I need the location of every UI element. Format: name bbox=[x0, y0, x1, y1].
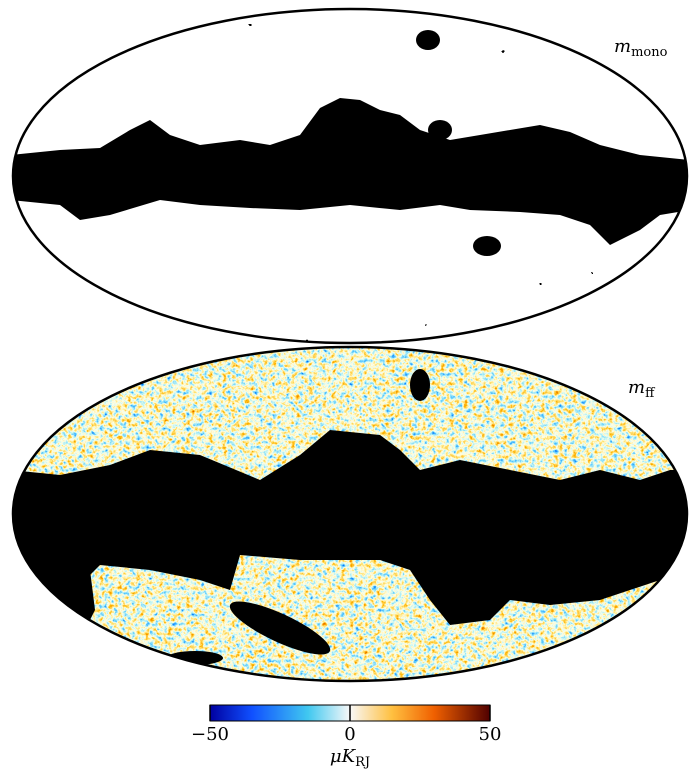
mask bbox=[229, 601, 331, 655]
panel-symbol: m bbox=[614, 36, 631, 57]
tick-label: 0 bbox=[344, 724, 355, 745]
tick-label: 50 bbox=[479, 724, 502, 745]
tick-label: −50 bbox=[191, 724, 229, 745]
colorbar-unit: μK bbox=[330, 746, 357, 767]
mask bbox=[416, 30, 440, 50]
mask bbox=[13, 570, 95, 681]
colorbar-label: μKRJ bbox=[330, 746, 370, 769]
mask bbox=[473, 236, 501, 256]
colorbar-unit-sub: RJ bbox=[355, 755, 370, 769]
map-mono bbox=[13, 9, 687, 343]
mask bbox=[410, 369, 430, 401]
panel-subscript: ff bbox=[645, 386, 656, 401]
panel-label: mff bbox=[628, 377, 656, 401]
map-outline bbox=[11, 345, 689, 683]
map-ff bbox=[13, 347, 687, 681]
map-outline bbox=[11, 7, 689, 345]
panel-subscript: mono bbox=[631, 45, 668, 60]
mask bbox=[13, 430, 687, 625]
mask bbox=[428, 120, 452, 140]
mask bbox=[13, 98, 687, 245]
colorbar: −50 0 50 bbox=[191, 704, 502, 745]
panel-symbol: m bbox=[628, 377, 645, 398]
panel-label: mmono bbox=[614, 36, 668, 60]
